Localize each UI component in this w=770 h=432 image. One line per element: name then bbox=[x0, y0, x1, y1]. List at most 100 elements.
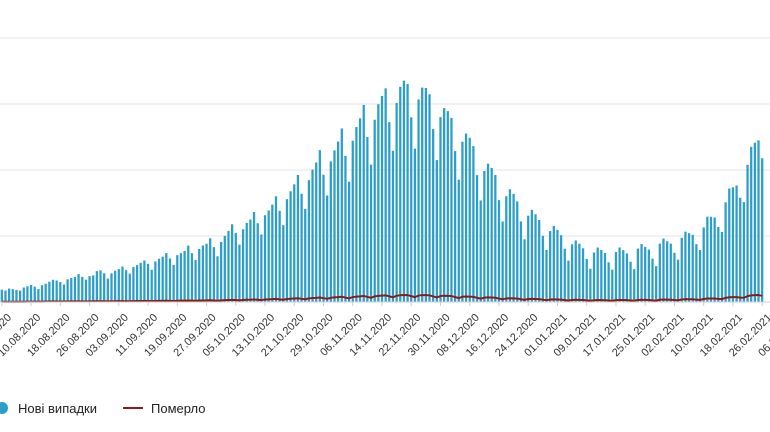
bar-new-cases-33[interactable] bbox=[121, 266, 124, 302]
bar-new-cases-131[interactable] bbox=[479, 200, 482, 302]
bar-new-cases-201[interactable] bbox=[735, 185, 738, 302]
bar-new-cases-18[interactable] bbox=[66, 279, 69, 302]
bar-new-cases-5[interactable] bbox=[18, 290, 22, 302]
bar-new-cases-150[interactable] bbox=[549, 231, 552, 302]
bar-new-cases-82[interactable] bbox=[300, 193, 303, 302]
bar-new-cases-79[interactable] bbox=[289, 191, 292, 302]
bar-new-cases-14[interactable] bbox=[51, 279, 55, 302]
bar-new-cases-185[interactable] bbox=[676, 259, 680, 302]
bar-new-cases-148[interactable] bbox=[541, 235, 544, 302]
bar-new-cases-113[interactable] bbox=[413, 148, 417, 302]
bar-new-cases-186[interactable] bbox=[680, 237, 683, 302]
bar-new-cases-42[interactable] bbox=[154, 261, 157, 302]
bar-new-cases-1[interactable] bbox=[4, 290, 7, 303]
bar-new-cases-121[interactable] bbox=[443, 108, 446, 303]
bar-new-cases-167[interactable] bbox=[611, 269, 614, 302]
bar-new-cases-144[interactable] bbox=[527, 215, 530, 302]
bar-new-cases-83[interactable] bbox=[304, 208, 307, 302]
bar-new-cases-35[interactable] bbox=[128, 273, 131, 302]
bar-new-cases-38[interactable] bbox=[139, 262, 142, 302]
bar-new-cases-207[interactable] bbox=[757, 140, 760, 302]
bar-new-cases-43[interactable] bbox=[157, 258, 161, 302]
bar-new-cases-163[interactable] bbox=[596, 247, 599, 302]
bar-new-cases-196[interactable] bbox=[717, 226, 720, 302]
bar-new-cases-143[interactable] bbox=[523, 239, 526, 302]
bar-new-cases-59[interactable] bbox=[216, 256, 219, 302]
bar-new-cases-57[interactable] bbox=[209, 238, 212, 302]
bar-new-cases-198[interactable] bbox=[724, 202, 727, 302]
bar-new-cases-24[interactable] bbox=[88, 276, 91, 302]
bar-new-cases-77[interactable] bbox=[282, 225, 285, 302]
bar-new-cases-180[interactable] bbox=[658, 243, 661, 302]
bar-new-cases-139[interactable] bbox=[508, 189, 512, 302]
bar-new-cases-26[interactable] bbox=[95, 271, 99, 302]
bar-new-cases-154[interactable] bbox=[563, 248, 566, 302]
bar-new-cases-37[interactable] bbox=[135, 265, 139, 302]
bar-new-cases-63[interactable] bbox=[230, 224, 234, 302]
bar-new-cases-107[interactable] bbox=[391, 150, 395, 302]
bar-new-cases-29[interactable] bbox=[106, 278, 109, 302]
bar-new-cases-2[interactable] bbox=[8, 288, 11, 302]
bar-new-cases-39[interactable] bbox=[143, 260, 146, 302]
bar-new-cases-45[interactable] bbox=[165, 253, 168, 302]
bar-new-cases-157[interactable] bbox=[574, 240, 577, 302]
bar-new-cases-129[interactable] bbox=[472, 146, 475, 302]
bar-new-cases-140[interactable] bbox=[512, 193, 515, 302]
bar-new-cases-66[interactable] bbox=[241, 229, 245, 302]
bar-new-cases-67[interactable] bbox=[245, 222, 248, 302]
bar-new-cases-87[interactable] bbox=[318, 150, 321, 302]
bar-new-cases-97[interactable] bbox=[355, 127, 358, 302]
bar-new-cases-93[interactable] bbox=[340, 128, 343, 302]
bar-new-cases-181[interactable] bbox=[662, 238, 665, 302]
bar-new-cases-88[interactable] bbox=[322, 174, 325, 302]
bar-new-cases-112[interactable] bbox=[410, 117, 413, 303]
bar-new-cases-4[interactable] bbox=[15, 289, 18, 302]
bar-new-cases-161[interactable] bbox=[589, 268, 592, 302]
bar-new-cases-69[interactable] bbox=[252, 212, 256, 302]
bar-new-cases-52[interactable] bbox=[190, 253, 194, 302]
bar-new-cases-156[interactable] bbox=[570, 244, 574, 302]
bar-new-cases-103[interactable] bbox=[377, 104, 380, 302]
bar-new-cases-30[interactable] bbox=[110, 273, 113, 302]
bar-new-cases-80[interactable] bbox=[293, 184, 296, 302]
bar-new-cases-85[interactable] bbox=[311, 169, 314, 302]
bar-new-cases-54[interactable] bbox=[198, 248, 201, 302]
bar-new-cases-6[interactable] bbox=[22, 287, 25, 302]
bar-new-cases-72[interactable] bbox=[263, 215, 267, 302]
bar-new-cases-56[interactable] bbox=[205, 243, 208, 302]
legend-item-new-cases[interactable]: Нові випадки bbox=[0, 401, 97, 416]
bar-new-cases-206[interactable] bbox=[753, 142, 756, 302]
bar-new-cases-105[interactable] bbox=[384, 88, 387, 302]
bar-new-cases-111[interactable] bbox=[406, 83, 409, 303]
bar-new-cases-134[interactable] bbox=[490, 167, 493, 302]
bar-new-cases-178[interactable] bbox=[651, 258, 654, 302]
bar-new-cases-36[interactable] bbox=[132, 266, 135, 302]
bar-new-cases-184[interactable] bbox=[673, 252, 676, 302]
bar-new-cases-95[interactable] bbox=[347, 181, 351, 302]
bar-new-cases-90[interactable] bbox=[329, 161, 332, 302]
bar-new-cases-110[interactable] bbox=[402, 80, 406, 302]
bar-new-cases-118[interactable] bbox=[432, 129, 435, 302]
bar-new-cases-208[interactable] bbox=[761, 158, 764, 302]
bar-new-cases-75[interactable] bbox=[274, 196, 278, 302]
bar-new-cases-192[interactable] bbox=[702, 227, 705, 302]
bar-new-cases-16[interactable] bbox=[59, 282, 62, 302]
bar-new-cases-137[interactable] bbox=[501, 221, 504, 303]
bar-new-cases-92[interactable] bbox=[337, 141, 340, 302]
bar-new-cases-146[interactable] bbox=[534, 214, 537, 302]
bar-new-cases-61[interactable] bbox=[223, 235, 226, 302]
bar-new-cases-98[interactable] bbox=[358, 118, 362, 302]
bar-new-cases-187[interactable] bbox=[684, 231, 687, 302]
bar-new-cases-126[interactable] bbox=[461, 141, 464, 302]
bar-new-cases-78[interactable] bbox=[285, 199, 289, 302]
bar-new-cases-99[interactable] bbox=[362, 104, 365, 302]
bar-new-cases-133[interactable] bbox=[486, 163, 490, 302]
bar-new-cases-203[interactable] bbox=[742, 202, 746, 302]
bar-new-cases-135[interactable] bbox=[494, 175, 497, 302]
bar-new-cases-115[interactable] bbox=[421, 87, 424, 302]
bar-new-cases-145[interactable] bbox=[530, 209, 534, 302]
bar-new-cases-51[interactable] bbox=[187, 245, 190, 302]
bar-new-cases-173[interactable] bbox=[633, 269, 636, 302]
bar-new-cases-179[interactable] bbox=[655, 266, 658, 302]
bar-new-cases-19[interactable] bbox=[70, 277, 73, 302]
